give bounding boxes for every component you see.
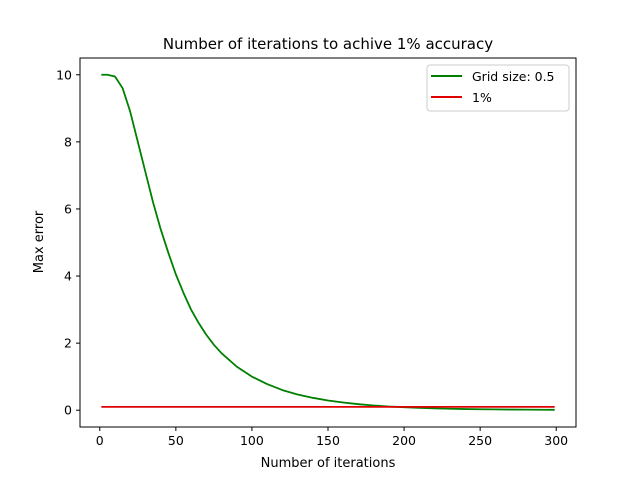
y-tick-label: 0 — [64, 403, 72, 418]
legend-box — [426, 64, 570, 112]
y-tick-label: 2 — [64, 336, 72, 351]
y-tick-label: 6 — [64, 201, 72, 216]
x-axis: 0 50 100 150 200 250 300 — [96, 427, 568, 448]
x-tick-label: 150 — [316, 433, 340, 448]
series-layer — [101, 73, 555, 411]
x-tick-label: 50 — [168, 433, 184, 448]
y-axis-label: Max error — [32, 210, 47, 273]
x-axis-label: Number of iterations — [261, 456, 396, 471]
y-tick-label: 8 — [64, 134, 72, 149]
x-tick-label: 200 — [392, 433, 416, 448]
y-tick-label: 10 — [56, 67, 72, 82]
legend: Grid size: 0.5 1% — [426, 64, 570, 112]
plot-area: 0 50 100 150 200 250 300 0 2 4 6 8 10 — [56, 57, 577, 448]
chart-title: Number of iterations to achive 1% accura… — [163, 35, 493, 53]
legend-label-one-percent: 1% — [472, 90, 492, 105]
x-tick-label: 0 — [96, 433, 104, 448]
y-axis: 0 2 4 6 8 10 — [56, 67, 80, 418]
plot-frame — [79, 57, 577, 428]
x-tick-label: 250 — [468, 433, 492, 448]
y-tick-label: 4 — [64, 269, 72, 284]
legend-label-grid-size: Grid size: 0.5 — [472, 69, 555, 84]
x-tick-label: 100 — [240, 433, 264, 448]
series-line-0 — [101, 73, 555, 411]
x-tick-label: 300 — [544, 433, 568, 448]
